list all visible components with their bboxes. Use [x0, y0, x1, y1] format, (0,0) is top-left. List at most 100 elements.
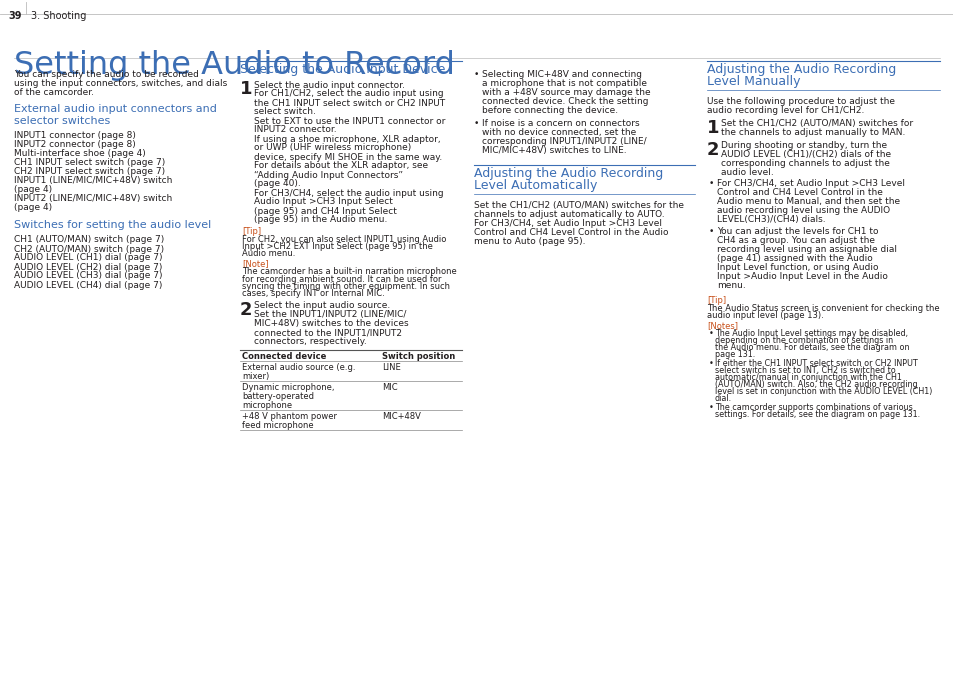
Text: Level Automatically: Level Automatically [474, 180, 597, 192]
Text: menu.: menu. [717, 281, 745, 290]
Text: audio recording level using the AUDIO: audio recording level using the AUDIO [717, 206, 889, 215]
Text: For CH3/CH4, set Audio Input >CH3 Level: For CH3/CH4, set Audio Input >CH3 Level [474, 219, 661, 228]
Text: Select the input audio source.: Select the input audio source. [253, 301, 390, 310]
Text: of the camcorder.: of the camcorder. [14, 88, 94, 97]
Text: menu to Auto (page 95).: menu to Auto (page 95). [474, 237, 585, 246]
Text: •: • [474, 70, 478, 79]
Text: Set the INPUT1/INPUT2 (LINE/MIC/: Set the INPUT1/INPUT2 (LINE/MIC/ [253, 310, 406, 319]
Text: Connected device: Connected device [242, 352, 326, 361]
Text: The Audio Status screen is convenient for checking the: The Audio Status screen is convenient fo… [706, 304, 939, 313]
Text: CH2 (AUTO/MAN) switch (page 7): CH2 (AUTO/MAN) switch (page 7) [14, 244, 164, 254]
Text: MIC/MIC+48V) switches to LINE.: MIC/MIC+48V) switches to LINE. [481, 146, 626, 155]
Text: (page 40).: (page 40). [253, 180, 300, 188]
Text: Control and CH4 Level Control in the: Control and CH4 Level Control in the [717, 188, 882, 197]
Text: dial.: dial. [714, 394, 731, 403]
Text: connected to the INPUT1/INPUT2: connected to the INPUT1/INPUT2 [253, 328, 401, 337]
Text: Adjusting the Audio Recording: Adjusting the Audio Recording [706, 63, 895, 76]
Text: AUDIO LEVEL (CH1)/(CH2) dials of the: AUDIO LEVEL (CH1)/(CH2) dials of the [720, 150, 890, 159]
Text: 1: 1 [240, 80, 253, 99]
Text: CH4 as a group. You can adjust the: CH4 as a group. You can adjust the [717, 236, 874, 245]
Text: channels to adjust automatically to AUTO.: channels to adjust automatically to AUTO… [474, 210, 664, 219]
Text: LEVEL(CH3)/(CH4) dials.: LEVEL(CH3)/(CH4) dials. [717, 215, 824, 224]
Text: (page 4): (page 4) [14, 185, 52, 194]
Text: for recording ambient sound. It can be used for: for recording ambient sound. It can be u… [242, 275, 441, 284]
Text: You can specify the audio to be recorded: You can specify the audio to be recorded [14, 70, 198, 79]
Text: selector switches: selector switches [14, 115, 111, 126]
Text: with a +48V source may damage the: with a +48V source may damage the [481, 88, 650, 97]
Text: connectors, respectively.: connectors, respectively. [253, 337, 366, 346]
Text: Adjusting the Audio Recording: Adjusting the Audio Recording [474, 167, 662, 180]
Text: 2: 2 [240, 301, 253, 319]
Text: [Tip]: [Tip] [242, 227, 261, 236]
Text: Selecting MIC+48V and connecting: Selecting MIC+48V and connecting [481, 70, 641, 79]
Text: [Notes]: [Notes] [706, 321, 738, 330]
Text: 2: 2 [706, 141, 719, 159]
Text: CH1 INPUT select switch (page 7): CH1 INPUT select switch (page 7) [14, 158, 165, 167]
Text: feed microphone: feed microphone [242, 421, 314, 430]
Text: 39: 39 [8, 11, 22, 21]
Text: •: • [474, 119, 478, 128]
Text: MIC+48V) switches to the devices: MIC+48V) switches to the devices [253, 319, 408, 328]
Text: If either the CH1 INPUT select switch or CH2 INPUT: If either the CH1 INPUT select switch or… [714, 359, 917, 368]
Text: The camcorder supports combinations of various: The camcorder supports combinations of v… [714, 403, 912, 412]
Text: audio input level (page 13).: audio input level (page 13). [706, 311, 822, 321]
Text: +48 V phantom power: +48 V phantom power [242, 412, 336, 421]
Text: corresponding INPUT1/INPUT2 (LINE/: corresponding INPUT1/INPUT2 (LINE/ [481, 137, 646, 146]
Text: Audio menu.: Audio menu. [242, 250, 295, 259]
Text: During shooting or standby, turn the: During shooting or standby, turn the [720, 141, 886, 150]
Text: page 131.: page 131. [714, 350, 755, 359]
Text: The camcorder has a built-in narration microphone: The camcorder has a built-in narration m… [242, 267, 456, 276]
Text: External audio source (e.g.: External audio source (e.g. [242, 363, 355, 372]
Text: Set the CH1/CH2 (AUTO/MAN) switches for: Set the CH1/CH2 (AUTO/MAN) switches for [720, 119, 912, 128]
Text: Input >Audio Input Level in the Audio: Input >Audio Input Level in the Audio [717, 272, 887, 281]
Text: using the input connectors, switches, and dials: using the input connectors, switches, an… [14, 79, 227, 88]
Text: the Audio menu. For details, see the diagram on: the Audio menu. For details, see the dia… [714, 343, 908, 352]
Text: If using a shoe microphone, XLR adaptor,: If using a shoe microphone, XLR adaptor, [253, 134, 440, 144]
Text: Set the CH1/CH2 (AUTO/MAN) switches for the: Set the CH1/CH2 (AUTO/MAN) switches for … [474, 201, 683, 210]
Text: select switch is set to INT, CH2 is switched to: select switch is set to INT, CH2 is swit… [714, 366, 895, 375]
Text: MIC+48V: MIC+48V [381, 412, 420, 421]
Text: Input >CH2 EXT Input Select (page 95) in the: Input >CH2 EXT Input Select (page 95) in… [242, 242, 433, 251]
Text: settings. For details, see the diagram on page 131.: settings. For details, see the diagram o… [714, 410, 919, 419]
Text: Audio Input >CH3 Input Select: Audio Input >CH3 Input Select [253, 198, 393, 207]
Text: (page 4): (page 4) [14, 203, 52, 212]
Text: If noise is a concern on connectors: If noise is a concern on connectors [481, 119, 639, 128]
Text: INPUT2 connector (page 8): INPUT2 connector (page 8) [14, 140, 135, 149]
Text: CH1 (AUTO/MAN) switch (page 7): CH1 (AUTO/MAN) switch (page 7) [14, 236, 164, 244]
Text: [Note]: [Note] [242, 259, 269, 268]
Text: Switches for setting the audio level: Switches for setting the audio level [14, 220, 211, 230]
Text: Setting the Audio to Record: Setting the Audio to Record [14, 50, 455, 81]
Text: MIC: MIC [381, 383, 397, 392]
Text: •: • [708, 227, 714, 236]
Text: select switch.: select switch. [253, 107, 315, 117]
Text: Dynamic microphone,: Dynamic microphone, [242, 383, 335, 392]
Text: device, specify MI SHOE in the same way.: device, specify MI SHOE in the same way. [253, 153, 442, 161]
Text: For details about the XLR adaptor, see: For details about the XLR adaptor, see [253, 161, 428, 171]
Text: Audio menu to Manual, and then set the: Audio menu to Manual, and then set the [717, 197, 900, 206]
Text: level is set in conjunction with the AUDIO LEVEL (CH1): level is set in conjunction with the AUD… [714, 387, 931, 396]
Text: (AUTO/MAN) switch. Also, the CH2 audio recording: (AUTO/MAN) switch. Also, the CH2 audio r… [714, 380, 917, 389]
Text: INPUT2 connector.: INPUT2 connector. [253, 126, 336, 134]
Text: AUDIO LEVEL (CH2) dial (page 7): AUDIO LEVEL (CH2) dial (page 7) [14, 263, 162, 271]
Text: (page 95) in the Audio menu.: (page 95) in the Audio menu. [253, 215, 387, 225]
Text: The Audio Input Level settings may be disabled,: The Audio Input Level settings may be di… [714, 329, 907, 338]
Text: 3. Shooting: 3. Shooting [30, 11, 87, 21]
Text: 1: 1 [706, 119, 719, 137]
Text: “Adding Audio Input Connectors”: “Adding Audio Input Connectors” [253, 171, 402, 180]
Text: Use the following procedure to adjust the: Use the following procedure to adjust th… [706, 97, 894, 106]
Text: Input Level function, or using Audio: Input Level function, or using Audio [717, 263, 878, 272]
Text: INPUT1 connector (page 8): INPUT1 connector (page 8) [14, 131, 135, 140]
Text: syncing the timing with other equipment. In such: syncing the timing with other equipment.… [242, 282, 450, 291]
Text: audio level.: audio level. [720, 168, 773, 177]
Text: (page 41) assigned with the Audio: (page 41) assigned with the Audio [717, 254, 872, 263]
Text: For CH3/CH4, select the audio input using: For CH3/CH4, select the audio input usin… [253, 188, 443, 198]
Text: AUDIO LEVEL (CH4) dial (page 7): AUDIO LEVEL (CH4) dial (page 7) [14, 281, 162, 290]
Text: For CH2, you can also select INPUT1 using Audio: For CH2, you can also select INPUT1 usin… [242, 234, 446, 244]
Text: Select the audio input connector.: Select the audio input connector. [253, 80, 404, 90]
Text: connected device. Check the setting: connected device. Check the setting [481, 97, 648, 106]
Text: recording level using an assignable dial: recording level using an assignable dial [717, 245, 896, 254]
Text: depending on the combination of settings in: depending on the combination of settings… [714, 336, 892, 345]
Text: battery-operated: battery-operated [242, 392, 314, 401]
Text: Switch position: Switch position [381, 352, 455, 361]
Text: CH2 INPUT select switch (page 7): CH2 INPUT select switch (page 7) [14, 167, 165, 176]
